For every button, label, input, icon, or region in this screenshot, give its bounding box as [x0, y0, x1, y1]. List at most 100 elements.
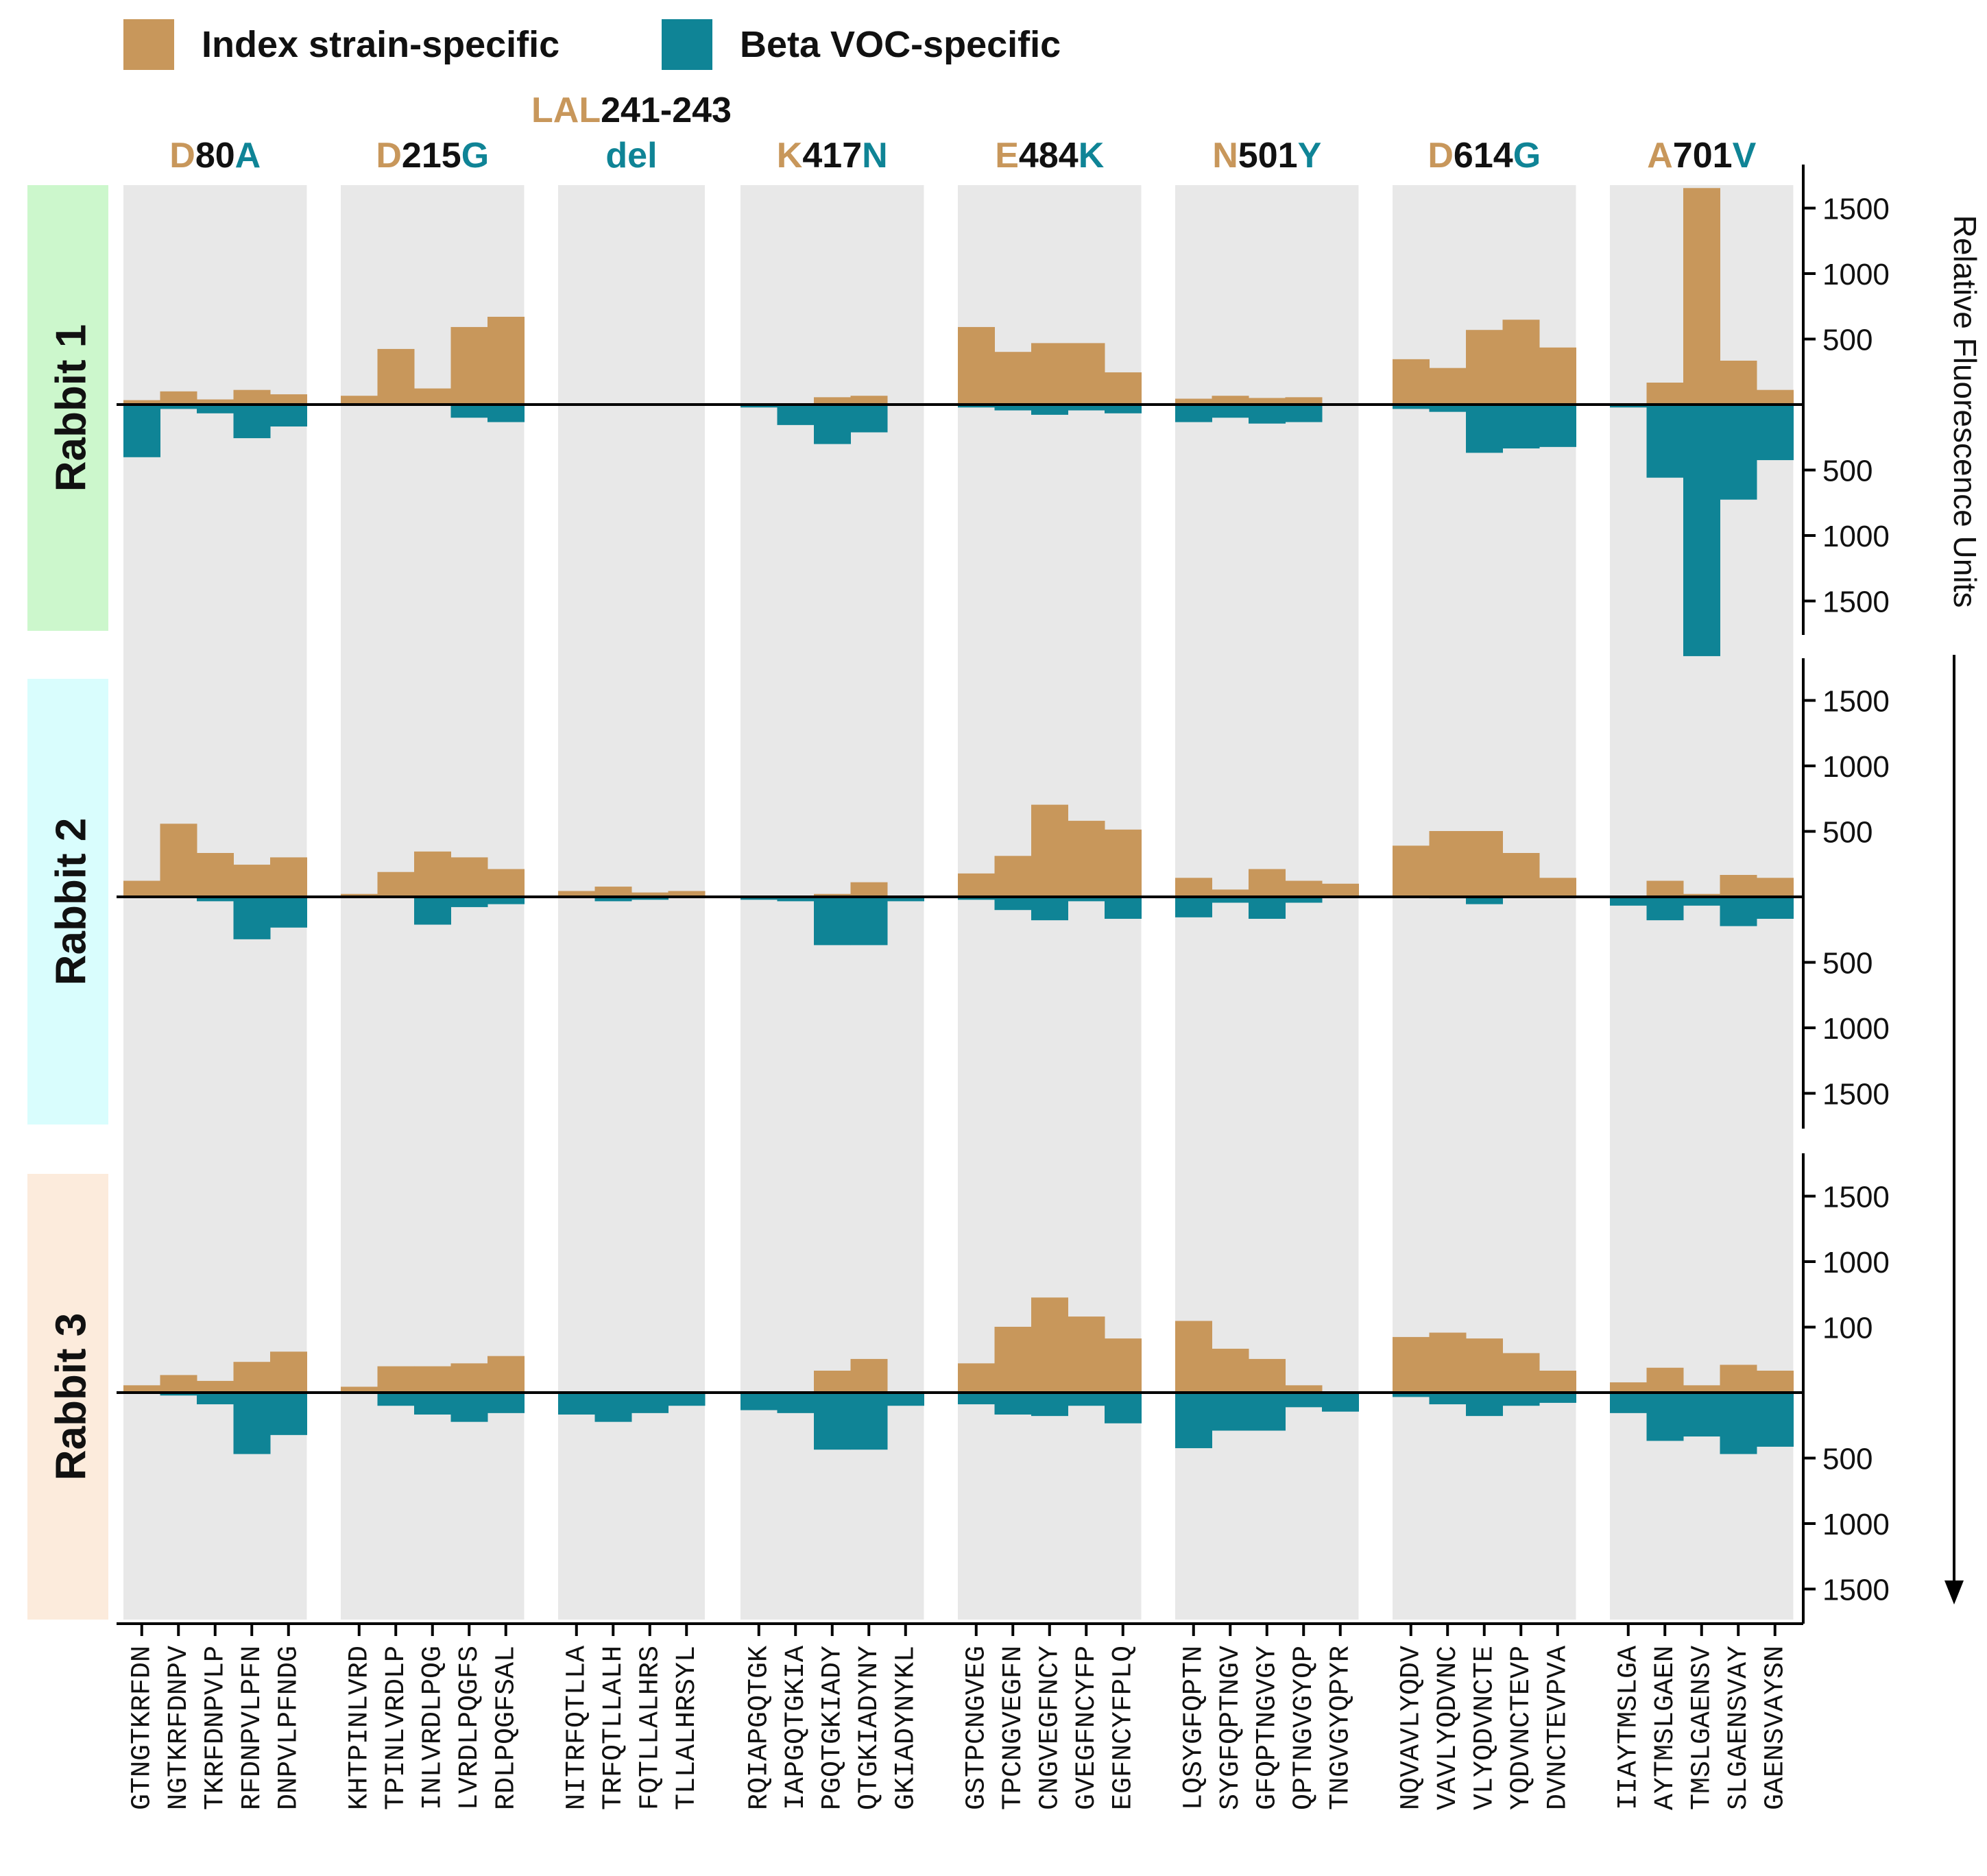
bar-beta	[814, 897, 851, 946]
legend-label-beta: Beta VOC-specific	[740, 24, 1061, 65]
legend-swatch-index	[123, 19, 174, 70]
bar-beta	[777, 405, 815, 425]
group-header-part: K	[1079, 136, 1105, 176]
y-tick-label: 1000	[1822, 1508, 1890, 1541]
bar-index	[850, 396, 888, 405]
bar-beta	[487, 405, 525, 422]
peptide-label: NGTKRFDNPV	[164, 1646, 195, 1810]
peptide-label: KHTPINLVRD	[344, 1646, 375, 1810]
bar-index	[1212, 396, 1249, 405]
bar-index	[341, 396, 378, 405]
bar-beta	[1539, 405, 1576, 447]
bar-beta	[994, 897, 1032, 911]
y-tick-label: 1500	[1822, 1574, 1890, 1607]
bar-beta	[887, 1393, 924, 1406]
bar-beta	[1502, 1393, 1540, 1406]
peptide-label: LVRDLPQGFS	[455, 1646, 485, 1810]
bar-beta	[270, 1393, 307, 1435]
bar-index	[958, 873, 995, 897]
peptide-label: QTGKIADYNY	[854, 1646, 885, 1810]
group-header-6: D614G	[1428, 136, 1541, 176]
bar-beta	[1031, 1393, 1068, 1417]
bar-beta	[1322, 1393, 1359, 1412]
peptide-label: GVEGFNCYFP	[1072, 1646, 1103, 1810]
peptide-label: TPINLVRDLP	[381, 1646, 412, 1810]
bar-beta	[777, 1393, 815, 1413]
bar-index	[1068, 1316, 1105, 1393]
bar-beta	[1466, 1393, 1503, 1417]
group-header-0: D80A	[169, 136, 261, 176]
bar-index	[850, 1358, 888, 1393]
y-tick-label: 1000	[1822, 258, 1890, 291]
bar-index	[270, 1351, 307, 1393]
bar-beta	[1757, 897, 1794, 919]
bar-index	[1502, 320, 1540, 405]
bar-beta	[1175, 1393, 1212, 1449]
bar-beta	[1249, 897, 1286, 919]
y-axis-arrow-head	[1944, 1580, 1964, 1604]
bar-beta	[958, 405, 995, 408]
bar-index	[994, 1327, 1032, 1393]
bar-index	[270, 394, 307, 405]
bar-index	[994, 856, 1032, 897]
y-tick-label: 500	[1822, 816, 1872, 850]
bar-index	[1393, 359, 1430, 405]
bar-beta	[414, 1393, 451, 1415]
bar-index	[233, 1362, 271, 1393]
bar-beta	[414, 897, 451, 925]
bar-index	[414, 388, 451, 405]
y-tick-label: 1500	[1822, 586, 1890, 619]
bar-index	[958, 326, 995, 405]
bar-beta	[1683, 1393, 1720, 1436]
bar-index	[377, 348, 415, 405]
bar-index	[197, 1380, 234, 1393]
bar-beta	[1212, 897, 1249, 903]
bar-index	[1429, 1332, 1467, 1393]
rabbit-label-2: Rabbit 2	[47, 818, 95, 986]
y-tick-label: 1500	[1822, 193, 1890, 226]
bar-beta	[668, 1393, 706, 1406]
y-tick-label: 1000	[1822, 520, 1890, 553]
group-header-part: 241-243	[601, 91, 732, 130]
bar-index	[233, 389, 271, 405]
peptide-label: RDLPQGFSAL	[491, 1646, 522, 1810]
bar-beta	[450, 1393, 488, 1422]
peptide-label: RFDNPVLPFN	[237, 1646, 268, 1810]
bar-beta	[270, 897, 307, 928]
group-header-part: 484	[1019, 136, 1079, 176]
bar-beta	[233, 897, 271, 939]
bar-index	[1285, 1385, 1323, 1393]
peptide-label: TRFQTLLALH	[599, 1646, 629, 1810]
bar-beta	[487, 1393, 525, 1413]
peptide-label: GKIADYNYKL	[891, 1646, 922, 1810]
bar-beta	[740, 405, 778, 408]
bar-index	[160, 823, 197, 897]
group-header-4: E484K	[995, 136, 1104, 176]
bar-index	[123, 1385, 160, 1393]
bar-index	[270, 857, 307, 897]
bar-index	[1175, 398, 1212, 405]
peptide-label: NITRFQTLLA	[562, 1646, 592, 1810]
bar-beta	[594, 1393, 632, 1422]
legend-label-index: Index strain-specific	[202, 24, 560, 65]
bar-beta	[850, 1393, 888, 1450]
bar-index	[1466, 831, 1503, 897]
bar-index	[197, 853, 234, 897]
bar-beta	[1249, 405, 1286, 424]
group-header-3: K417N	[777, 136, 888, 176]
bar-beta	[777, 897, 815, 902]
bar-beta	[740, 1393, 778, 1410]
bar-index	[1646, 880, 1684, 897]
bar-index	[1322, 883, 1359, 897]
bar-index	[814, 893, 851, 897]
group-header-part: N	[1212, 136, 1238, 176]
group-header-part: N	[862, 136, 888, 176]
y-tick-label: 100	[1822, 1312, 1872, 1345]
rabbit-band-2	[27, 679, 108, 1125]
group-header-part: G	[461, 136, 489, 176]
group-header-part: E	[995, 136, 1019, 176]
group-header-part: 80	[195, 136, 235, 176]
bar-index	[1212, 1349, 1249, 1393]
peptide-label: SYGFQPTNGV	[1216, 1646, 1247, 1810]
bar-index	[1105, 829, 1142, 897]
